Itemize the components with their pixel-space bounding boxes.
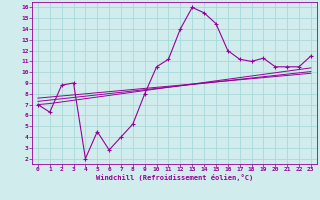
X-axis label: Windchill (Refroidissement éolien,°C): Windchill (Refroidissement éolien,°C)	[96, 174, 253, 181]
